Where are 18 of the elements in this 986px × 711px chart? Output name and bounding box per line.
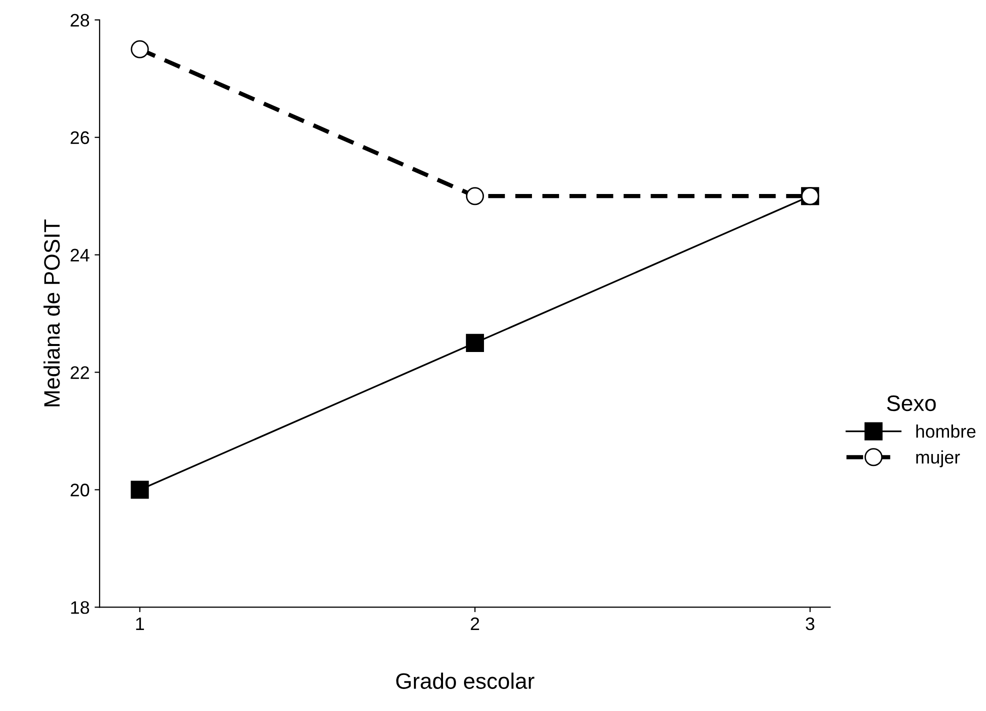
legend-title: Sexo bbox=[887, 395, 936, 412]
y-tick-label: 18 bbox=[71, 601, 90, 614]
y-tick-label: 20 bbox=[70, 484, 90, 496]
x-tick-label: 1 bbox=[136, 618, 144, 630]
legend-label: mujer bbox=[916, 450, 960, 468]
point bbox=[466, 187, 484, 206]
x-tick-label: 2 bbox=[470, 617, 480, 630]
y-tick-label: 22 bbox=[70, 366, 89, 379]
point bbox=[130, 480, 149, 499]
y-axis-title: Mediana de POSIT bbox=[44, 220, 60, 406]
point bbox=[466, 334, 484, 352]
legend-label: hombre bbox=[916, 424, 976, 438]
y-tick-label: 26 bbox=[70, 131, 90, 144]
point bbox=[130, 40, 149, 58]
x-tick-label: 3 bbox=[806, 617, 814, 630]
y-tick-label: 28 bbox=[70, 14, 90, 27]
x-axis-title: Grado escolar bbox=[396, 672, 534, 689]
y-tick-label: 24 bbox=[70, 248, 90, 262]
